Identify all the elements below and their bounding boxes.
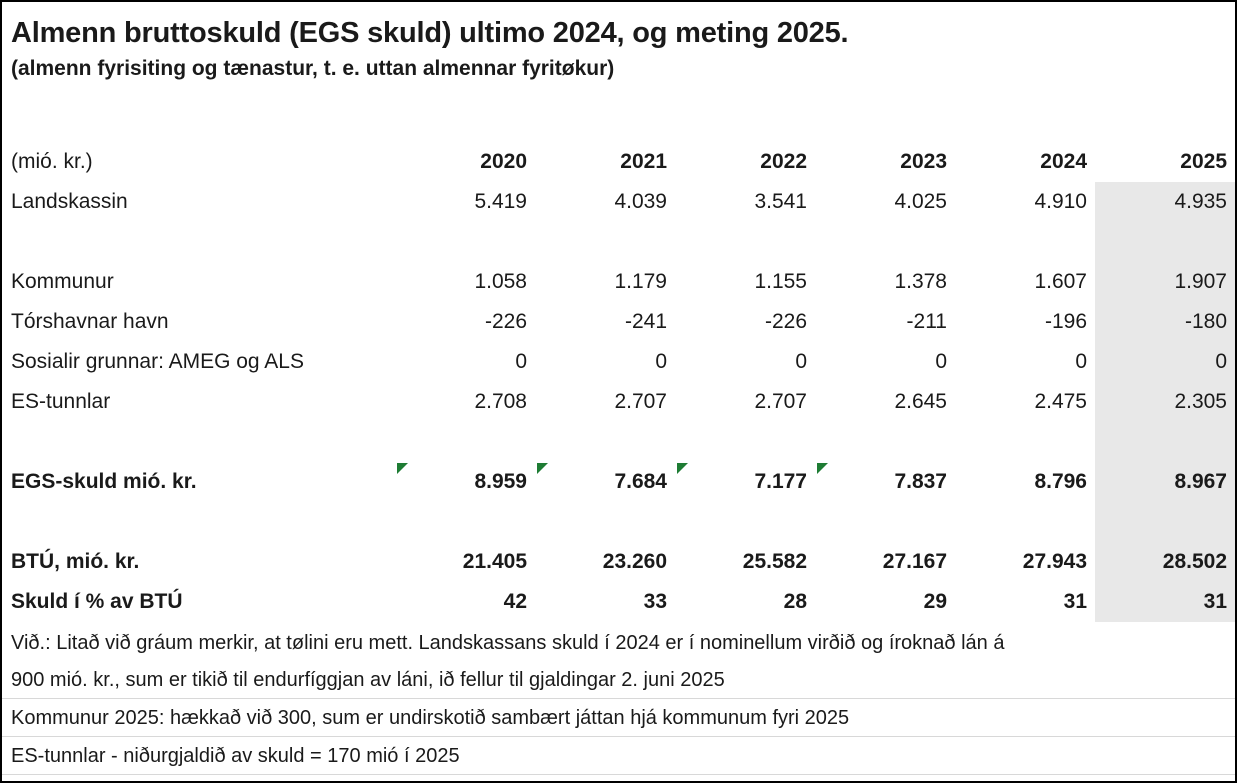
spacer-cell bbox=[395, 422, 535, 462]
spacer-cell bbox=[815, 222, 955, 262]
cell-2025-landskassin: 4.935 bbox=[1095, 182, 1235, 222]
row-label-bt-mi-kr: BTÚ, mió. kr. bbox=[11, 550, 140, 573]
footnote-line-3: Kommunur 2025: hækkað við 300, sum er un… bbox=[2, 699, 1235, 737]
cell-2025-egs-skuld-mi-kr: 8.967 bbox=[1095, 462, 1235, 502]
green-corner-triangle-icon bbox=[677, 463, 688, 474]
cell-2025-sosialir-grunnar-ameg-og-als: 0 bbox=[1095, 342, 1235, 382]
footnote-line-4: ES-tunnlar - niðurgjaldið av skuld = 170… bbox=[2, 737, 1235, 775]
cell-2023-kommunur: 1.378 bbox=[894, 270, 947, 293]
spacer-cell bbox=[815, 502, 955, 542]
cell-2023-egs-skuld-mi-kr: 7.837 bbox=[815, 462, 955, 502]
cell-2022-landskassin: 3.541 bbox=[754, 190, 807, 213]
cell-2022-skuld-av-bt: 28 bbox=[783, 590, 807, 613]
cell-2024-egs-skuld-mi-kr: 8.796 bbox=[1034, 470, 1087, 493]
cell-2024-kommunur: 1.607 bbox=[1034, 270, 1087, 293]
cell-2020-egs-skuld-mi-kr: 8.959 bbox=[395, 462, 535, 502]
row-label-es-tunnlar: ES-tunnlar bbox=[11, 390, 111, 413]
debt-table: (mió. kr.) 2020 2021 2022 2023 2024 2025 Landsk… bbox=[9, 142, 1235, 622]
row-label-sosialir-grunnar-ameg-og-als: Sosialir grunnar: AMEG og ALS bbox=[11, 350, 304, 373]
cell-2020-es-tunnlar: 2.708 bbox=[474, 390, 527, 413]
year-header-2025: 2025 bbox=[1180, 150, 1227, 173]
row-label-landskassin: Landskassin bbox=[11, 190, 128, 213]
cell-2022-es-tunnlar: 2.707 bbox=[754, 390, 807, 413]
spacer-cell bbox=[815, 422, 955, 462]
spacer-cell bbox=[955, 422, 1095, 462]
footnotes: Við.: Litað við gráum merkir, at tølini … bbox=[2, 624, 1235, 775]
spacer-row bbox=[9, 502, 395, 542]
page-subtitle: (almenn fyrisiting og tænastur, t. e. ut… bbox=[11, 57, 615, 81]
cell-2023-sosialir-grunnar-ameg-og-als: 0 bbox=[935, 350, 947, 373]
cell-2024-es-tunnlar: 2.475 bbox=[1034, 390, 1087, 413]
spacer-cell bbox=[955, 222, 1095, 262]
cell-2022-sosialir-grunnar-ameg-og-als: 0 bbox=[795, 350, 807, 373]
spacer-row bbox=[9, 222, 395, 262]
cell-2025-bt-mi-kr: 28.502 bbox=[1095, 542, 1235, 582]
cell-2023-landskassin: 4.025 bbox=[894, 190, 947, 213]
cell-2020-t-rshavnar-havn: -226 bbox=[484, 310, 527, 333]
spacer-cell bbox=[395, 222, 535, 262]
row-label-kommunur: Kommunur bbox=[11, 270, 114, 293]
spacer-cell bbox=[675, 222, 815, 262]
cell-2021-skuld-av-bt: 33 bbox=[643, 590, 667, 613]
spacer-cell bbox=[675, 422, 815, 462]
cell-2024-sosialir-grunnar-ameg-og-als: 0 bbox=[1075, 350, 1087, 373]
cell-2024-landskassin: 4.910 bbox=[1034, 190, 1087, 213]
cell-2021-kommunur: 1.179 bbox=[614, 270, 667, 293]
cell-2020-landskassin: 5.419 bbox=[474, 190, 527, 213]
cell-2020-sosialir-grunnar-ameg-og-als: 0 bbox=[515, 350, 527, 373]
year-header-2021: 2021 bbox=[620, 150, 667, 173]
spacer-cell bbox=[535, 222, 675, 262]
cell-2020-kommunur: 1.058 bbox=[474, 270, 527, 293]
cell-2025-kommunur: 1.907 bbox=[1095, 262, 1235, 302]
spacer-cell bbox=[1095, 222, 1235, 262]
cell-2024-bt-mi-kr: 27.943 bbox=[1022, 550, 1087, 573]
cell-2020-bt-mi-kr: 21.405 bbox=[462, 550, 527, 573]
spacer-row bbox=[9, 422, 395, 462]
row-label-t-rshavnar-havn: Tórshavnar havn bbox=[11, 310, 169, 333]
cell-2021-egs-skuld-mi-kr: 7.684 bbox=[535, 462, 675, 502]
spacer-cell bbox=[395, 502, 535, 542]
year-header-2024: 2024 bbox=[1040, 150, 1087, 173]
green-corner-triangle-icon bbox=[817, 463, 828, 474]
cell-2021-es-tunnlar: 2.707 bbox=[614, 390, 667, 413]
green-corner-triangle-icon bbox=[397, 463, 408, 474]
cell-2023-skuld-av-bt: 29 bbox=[923, 590, 947, 613]
green-corner-triangle-icon bbox=[537, 463, 548, 474]
spacer-cell bbox=[1095, 502, 1235, 542]
page-title: Almenn bruttoskuld (EGS skuld) ultimo 20… bbox=[11, 17, 849, 49]
cell-2021-bt-mi-kr: 23.260 bbox=[602, 550, 667, 573]
cell-2023-es-tunnlar: 2.645 bbox=[894, 390, 947, 413]
cell-2022-bt-mi-kr: 25.582 bbox=[742, 550, 807, 573]
year-header-2020: 2020 bbox=[480, 150, 527, 173]
cell-2023-bt-mi-kr: 27.167 bbox=[882, 550, 947, 573]
spacer-cell bbox=[955, 502, 1095, 542]
cell-2024-skuld-av-bt: 31 bbox=[1063, 590, 1087, 613]
cell-2021-landskassin: 4.039 bbox=[614, 190, 667, 213]
cell-2025-skuld-av-bt: 31 bbox=[1095, 582, 1235, 622]
unit-label: (mió. kr.) bbox=[11, 150, 93, 173]
cell-2023-t-rshavnar-havn: -211 bbox=[906, 310, 947, 333]
row-label-egs-skuld-mi-kr: EGS-skuld mió. kr. bbox=[11, 470, 197, 493]
spacer-cell bbox=[675, 502, 815, 542]
row-label-skuld-av-bt: Skuld í % av BTÚ bbox=[11, 590, 183, 613]
cell-2021-t-rshavnar-havn: -241 bbox=[624, 310, 667, 333]
cell-2025-t-rshavnar-havn: -180 bbox=[1095, 302, 1235, 342]
spacer-cell bbox=[1095, 422, 1235, 462]
cell-2020-skuld-av-bt: 42 bbox=[503, 590, 527, 613]
spacer-cell bbox=[535, 422, 675, 462]
footnote-line-1: Við.: Litað við gráum merkir, at tølini … bbox=[11, 632, 1005, 654]
cell-2022-egs-skuld-mi-kr: 7.177 bbox=[675, 462, 815, 502]
cell-2024-t-rshavnar-havn: -196 bbox=[1044, 310, 1087, 333]
spacer-cell bbox=[535, 502, 675, 542]
year-header-2022: 2022 bbox=[760, 150, 807, 173]
footnote-line-2: 900 mió. kr., sum er tikið til endurfígg… bbox=[2, 661, 1235, 699]
year-header-2023: 2023 bbox=[900, 150, 947, 173]
cell-2022-kommunur: 1.155 bbox=[754, 270, 807, 293]
cell-2022-t-rshavnar-havn: -226 bbox=[764, 310, 807, 333]
cell-2025-es-tunnlar: 2.305 bbox=[1095, 382, 1235, 422]
cell-2021-sosialir-grunnar-ameg-og-als: 0 bbox=[655, 350, 667, 373]
